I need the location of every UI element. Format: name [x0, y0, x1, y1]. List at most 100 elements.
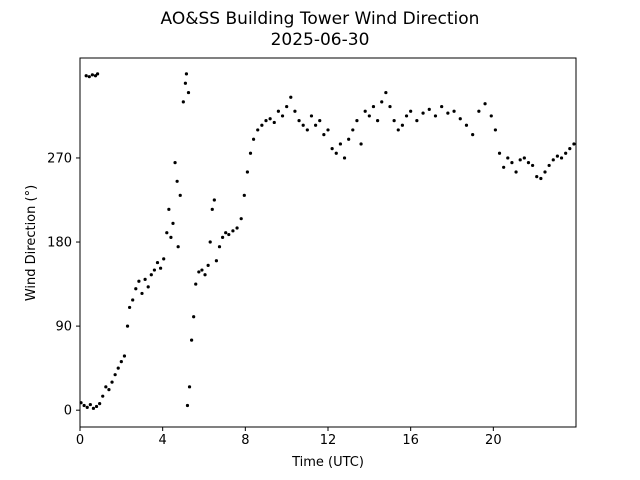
point: [162, 257, 166, 261]
point: [388, 104, 392, 109]
point: [152, 268, 156, 272]
point: [427, 107, 431, 111]
point: [392, 118, 396, 123]
point: [289, 95, 293, 99]
y-tick-label: 90: [55, 320, 72, 335]
point: [242, 193, 246, 197]
point: [183, 81, 187, 85]
point: [88, 402, 92, 407]
point: [113, 373, 117, 377]
point: [192, 315, 196, 319]
point: [214, 259, 218, 263]
point: [522, 156, 526, 160]
point: [380, 100, 384, 104]
point: [477, 109, 481, 113]
point: [149, 273, 153, 277]
point: [82, 403, 86, 408]
point: [85, 405, 89, 409]
point: [421, 111, 425, 115]
point: [260, 123, 264, 127]
point: [87, 75, 91, 79]
point: [227, 232, 231, 237]
point: [245, 170, 249, 174]
point: [186, 90, 191, 95]
point: [104, 385, 108, 389]
point: [526, 161, 531, 165]
point: [471, 133, 475, 137]
y-tick-label: 270: [47, 151, 72, 166]
point: [531, 163, 535, 168]
point: [119, 360, 123, 364]
point: [367, 114, 371, 118]
point: [464, 123, 469, 127]
point: [318, 118, 322, 123]
point: [185, 403, 190, 408]
point: [208, 240, 212, 244]
point: [98, 402, 102, 406]
x-tick-label: 0: [76, 433, 84, 448]
point: [400, 123, 404, 127]
plot-frame: [79, 57, 577, 428]
point: [326, 128, 330, 132]
point: [176, 245, 180, 249]
point: [137, 279, 141, 283]
point: [146, 285, 150, 289]
point: [90, 73, 94, 77]
point: [101, 394, 105, 398]
point: [239, 217, 243, 221]
point: [371, 104, 376, 109]
point: [79, 401, 83, 405]
point: [502, 165, 506, 169]
point: [409, 109, 413, 113]
point: [167, 207, 171, 211]
point: [256, 128, 260, 132]
point: [342, 156, 347, 160]
point: [510, 161, 514, 165]
point: [155, 260, 160, 265]
point: [559, 156, 564, 160]
y-tick-label: 180: [47, 236, 72, 251]
point: [206, 263, 210, 267]
point: [159, 266, 163, 270]
chart-subtitle: 2025-06-30: [271, 30, 370, 50]
point: [272, 120, 276, 125]
x-tick-label: 4: [159, 433, 167, 448]
x-axis-label: Time (UTC): [291, 455, 364, 470]
point: [452, 109, 456, 113]
point: [458, 117, 462, 121]
point: [285, 104, 289, 109]
x-tick-label: 20: [485, 433, 502, 448]
point: [175, 179, 179, 183]
point: [131, 298, 135, 302]
point: [181, 100, 185, 104]
point: [384, 90, 388, 95]
point: [489, 114, 493, 118]
point: [95, 72, 100, 76]
point: [187, 385, 192, 389]
point: [200, 268, 204, 272]
x-tick-label: 16: [402, 433, 419, 448]
point: [543, 170, 547, 174]
x-tick-label: 12: [320, 433, 337, 448]
point: [134, 287, 138, 291]
point: [190, 338, 194, 342]
point: [235, 226, 239, 230]
point: [178, 193, 182, 197]
point: [217, 245, 222, 249]
point: [169, 235, 173, 239]
point: [128, 305, 132, 310]
point: [359, 142, 363, 146]
point: [110, 380, 114, 384]
point: [396, 128, 400, 132]
chart-title: AO&SS Building Tower Wind Direction: [161, 9, 480, 29]
point: [122, 354, 127, 358]
point: [107, 388, 111, 392]
x-tick-label: 8: [241, 433, 249, 448]
point: [355, 118, 359, 123]
point: [493, 128, 497, 132]
point: [293, 109, 297, 113]
point: [305, 128, 309, 132]
point: [210, 207, 214, 211]
point: [334, 151, 338, 155]
